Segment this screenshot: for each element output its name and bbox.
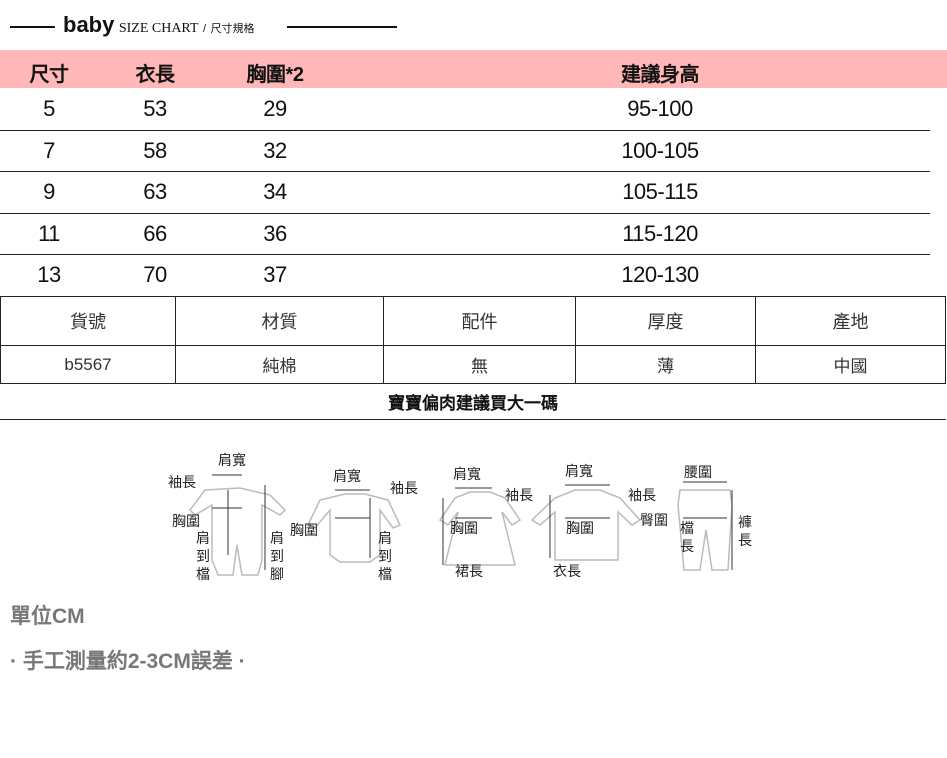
header-rule-left bbox=[10, 26, 55, 28]
column-header: 建議身高 bbox=[621, 64, 700, 86]
spec-header: 材質 bbox=[175, 296, 384, 346]
pants-measure-label: 臀圍 bbox=[640, 513, 668, 529]
dress-measure-label: 袖長 bbox=[505, 488, 533, 504]
romper-measure-label: 胸圍 bbox=[172, 514, 200, 530]
row-divider bbox=[0, 212, 930, 214]
row-divider bbox=[0, 171, 930, 173]
unit-label: 單位CM bbox=[10, 605, 85, 628]
top-measure-label: 衣長 bbox=[553, 564, 581, 580]
size-table-header bbox=[0, 50, 947, 88]
dress-measure-label: 胸圍 bbox=[450, 521, 478, 537]
table-cell: 11 bbox=[38, 220, 60, 246]
table-cell: 13 bbox=[37, 262, 61, 288]
spec-header: 厚度 bbox=[575, 296, 756, 346]
dress-drawing bbox=[438, 491, 522, 566]
header-rule-right bbox=[287, 26, 397, 28]
size-advice-note: 寶寶偏肉建議買大一碼 bbox=[0, 383, 946, 420]
top-measure-label: 肩寬 bbox=[565, 464, 593, 480]
chart-title: baby SIZE CHART / 尺寸規格 bbox=[63, 12, 255, 37]
romper-measure-label: 肩寬 bbox=[218, 453, 246, 469]
spec-value: 薄 bbox=[575, 345, 756, 384]
top-measure-label: 袖長 bbox=[628, 488, 656, 504]
romper-measure-label: 肩 到 檔 bbox=[196, 531, 210, 583]
table-cell: 105-115 bbox=[622, 179, 698, 205]
table-cell: 70 bbox=[143, 262, 167, 288]
column-header: 衣長 bbox=[135, 64, 176, 86]
bodysuit-measure-label: 胸圍 bbox=[290, 523, 318, 539]
row-divider bbox=[0, 254, 930, 256]
table-cell: 5 bbox=[43, 96, 55, 121]
table-cell: 29 bbox=[263, 96, 287, 121]
bodysuit-measure-label: 肩 到 檔 bbox=[378, 531, 392, 583]
table-cell: 36 bbox=[263, 220, 287, 246]
pants-measure-label: 腰圍 bbox=[684, 465, 712, 481]
spec-value: 無 bbox=[383, 345, 576, 384]
bodysuit-measure-label: 袖長 bbox=[390, 481, 418, 497]
measurement-error-note: · 手工測量約2-3CM誤差 · bbox=[10, 650, 246, 673]
pants-measure-label: 檔 長 bbox=[680, 521, 694, 555]
table-cell: 115-120 bbox=[622, 220, 698, 246]
row-divider bbox=[0, 129, 930, 131]
dress-measure-label: 肩寬 bbox=[453, 467, 481, 483]
bodysuit-measure-label: 肩寬 bbox=[333, 469, 361, 485]
pants-measure-label: 褲 長 bbox=[738, 515, 752, 549]
bodysuit-drawing bbox=[306, 493, 402, 563]
table-cell: 53 bbox=[143, 96, 167, 121]
table-cell: 32 bbox=[263, 137, 287, 163]
table-cell: 95-100 bbox=[627, 96, 693, 121]
table-cell: 37 bbox=[263, 262, 287, 288]
table-cell: 100-105 bbox=[621, 137, 699, 163]
top-measure-label: 胸圍 bbox=[566, 521, 594, 537]
pants-drawing bbox=[677, 489, 733, 571]
spec-value: 中國 bbox=[755, 345, 946, 384]
table-cell: 7 bbox=[43, 137, 55, 163]
romper-drawing bbox=[189, 487, 287, 576]
spec-header: 產地 bbox=[755, 296, 946, 346]
table-cell: 9 bbox=[43, 179, 55, 205]
table-cell: 63 bbox=[143, 179, 167, 205]
dress-measure-label: 裙長 bbox=[455, 564, 483, 580]
spec-value: b5567 bbox=[0, 345, 176, 384]
spec-header: 貨號 bbox=[0, 296, 176, 346]
table-cell: 58 bbox=[143, 137, 167, 163]
table-cell: 34 bbox=[263, 179, 287, 205]
romper-measure-label: 肩 到 腳 bbox=[270, 531, 284, 583]
table-cell: 120-130 bbox=[621, 262, 699, 288]
spec-table: 貨號 材質 配件 厚度 產地 b5567 純棉 無 薄 中國 bbox=[0, 296, 946, 384]
column-header: 尺寸 bbox=[29, 64, 70, 86]
top-drawing bbox=[530, 489, 642, 561]
table-cell: 66 bbox=[143, 220, 167, 246]
column-header: 胸圍*2 bbox=[246, 64, 304, 86]
romper-measure-label: 袖長 bbox=[168, 475, 196, 491]
